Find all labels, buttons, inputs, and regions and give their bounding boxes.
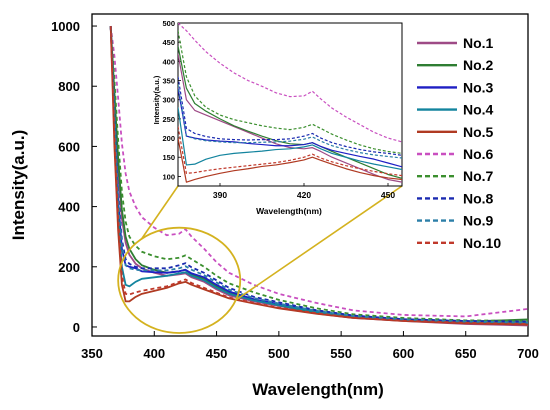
main-plot-frame	[91, 13, 529, 337]
inset-series-line-4	[178, 107, 402, 171]
inset-series-line-8	[178, 76, 402, 156]
legend-label: No.8	[463, 190, 494, 206]
inset-y-tick-label: 100	[162, 172, 175, 181]
legend-label: No.3	[463, 79, 494, 95]
zoom-connector-lines	[140, 185, 403, 301]
inset-series-line-6	[178, 23, 402, 143]
main-series-line-6	[109, 25, 528, 318]
main-y-axis-title: Intensity(a.u.)	[9, 130, 28, 241]
zoom-connector-right	[234, 185, 403, 301]
main-series-line-10	[109, 26, 528, 325]
inset-plot-area: 390 420 450 100 150 200 250 300 350 400 450 500	[162, 19, 403, 200]
main-series-line-8	[109, 26, 528, 323]
main-plot-area: 350 400 450 500 550 600 650 700 0 200 400 600 800 100…	[51, 13, 539, 361]
inset-series-line-7	[178, 30, 402, 154]
legend-item-4: No.4	[417, 102, 494, 118]
zoom-connector-left	[140, 185, 179, 240]
main-x-axis-title: Wavelength(nm)	[252, 380, 384, 399]
inset-x-tick-label: 420	[297, 190, 311, 200]
main-series-line-7	[109, 25, 528, 322]
legend-label: No.5	[463, 124, 494, 140]
main-x-tick-label: 500	[268, 346, 290, 361]
inset-y-tick-label: 200	[162, 134, 175, 143]
legend-item-8: No.8	[417, 190, 494, 206]
legend-item-10: No.10	[417, 235, 501, 251]
main-series-line-4	[109, 26, 528, 325]
inset-y-axis-title: Intensity(a.u.)	[152, 75, 161, 124]
legend-label: No.4	[463, 102, 494, 118]
inset-y-tick-label: 250	[162, 115, 175, 124]
main-x-tick-label: 700	[517, 346, 539, 361]
legend-label: No.10	[463, 235, 501, 251]
inset-x-tick-label: 390	[213, 190, 227, 200]
main-x-tick-label: 450	[206, 346, 228, 361]
inset-series-line-2	[178, 45, 402, 179]
inset-y-tick-label: 150	[162, 153, 175, 162]
legend-item-7: No.7	[417, 168, 494, 184]
legend-item-6: No.6	[417, 146, 494, 162]
main-x-tick-label: 650	[455, 346, 477, 361]
inset-x-tick-label: 450	[381, 190, 395, 200]
main-y-tick-label: 600	[58, 139, 80, 154]
main-x-tick-label: 400	[143, 346, 165, 361]
legend: No.1 No.2 No.3 No.4 No.5 No.6 No.7 No.8 No.9 No.1…	[417, 35, 501, 251]
inset-series-line-10	[178, 126, 402, 177]
inset-series-line-3	[178, 88, 402, 168]
legend-label: No.1	[463, 35, 494, 51]
inset-series-line-9	[178, 84, 402, 159]
inset-series-group	[178, 23, 402, 183]
legend-label: No.9	[463, 213, 494, 229]
main-series-group	[109, 25, 528, 327]
legend-item-2: No.2	[417, 57, 494, 73]
main-series-line-9	[109, 26, 528, 324]
main-y-tick-label: 0	[73, 320, 80, 335]
inset-x-axis-title: Wavelength(nm)	[256, 206, 322, 216]
main-y-tick-label: 400	[58, 200, 80, 215]
inset-y-tick-label: 450	[162, 38, 175, 47]
main-y-tick-label: 1000	[51, 19, 80, 34]
inset-y-tick-label: 350	[162, 77, 175, 86]
main-y-tick-label: 800	[58, 79, 80, 94]
inset-series-line-5	[178, 137, 402, 183]
inset-y-tick-label: 400	[162, 57, 175, 66]
legend-label: No.7	[463, 168, 494, 184]
highlight-ellipse	[117, 226, 242, 334]
legend-item-5: No.5	[417, 124, 494, 140]
main-x-tick-label: 350	[81, 346, 103, 361]
main-x-tick-label: 550	[330, 346, 352, 361]
legend-label: No.2	[463, 57, 494, 73]
inset-plot-frame	[177, 22, 403, 187]
legend-item-9: No.9	[417, 213, 494, 229]
legend-item-1: No.1	[417, 35, 494, 51]
inset-y-tick-label: 300	[162, 96, 175, 105]
inset-y-tick-label: 500	[162, 19, 175, 28]
legend-item-3: No.3	[417, 79, 494, 95]
main-y-tick-label: 200	[58, 260, 80, 275]
main-x-tick-label: 600	[393, 346, 415, 361]
legend-label: No.6	[463, 146, 494, 162]
